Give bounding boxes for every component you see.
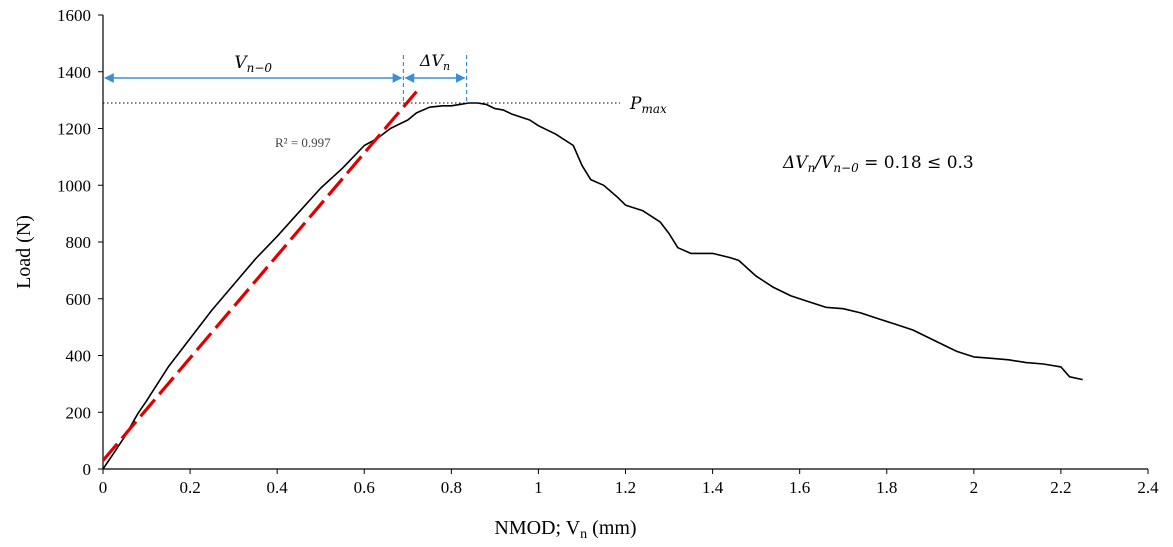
ratio-equation: ΔVn/Vn−0 = 0.18 ≤ 0.3 <box>782 153 974 175</box>
linear-fit-line <box>101 90 418 462</box>
x-tick-label: 0.2 <box>179 478 200 497</box>
y-tick-label: 400 <box>66 347 92 366</box>
x-tick-label: 1.4 <box>702 478 724 497</box>
x-tick-label: 0.8 <box>441 478 462 497</box>
x-axis-title: NMOD; Vn (mm) <box>494 517 636 542</box>
y-axis-title: Load (N) <box>13 215 35 289</box>
x-tick-label: 2 <box>970 478 979 497</box>
dvn-label: ΔVn <box>419 51 450 73</box>
y-tick-label: 200 <box>66 403 92 422</box>
x-tick-label: 0.6 <box>354 478 375 497</box>
x-tick-label: 1.6 <box>789 478 810 497</box>
r-squared-label: R² = 0.997 <box>275 135 331 150</box>
y-tick-label: 1200 <box>57 120 91 139</box>
x-tick-label: 1.2 <box>615 478 636 497</box>
x-tick-label: 0.4 <box>267 478 289 497</box>
pmax-label: Pmax <box>629 94 667 116</box>
x-tick-label: 0 <box>99 478 108 497</box>
y-tick-label: 800 <box>66 233 92 252</box>
x-tick-label: 1 <box>534 478 543 497</box>
x-tick-label: 2.2 <box>1050 478 1071 497</box>
axes: 0 0.2 0.4 0.6 0.8 1 1.2 1.4 1.6 1.8 2 2.2 2.4 0 200 400… <box>13 6 1159 542</box>
y-tick-label: 600 <box>66 290 92 309</box>
x-tick-label: 2.4 <box>1137 478 1159 497</box>
y-tick-label: 0 <box>83 460 92 479</box>
x-tick-label: 1.8 <box>876 478 897 497</box>
vn0-label: Vn−0 <box>234 53 272 75</box>
annotations: Pmax Vn−0 ΔVn R² = 0.997 ΔVn/Vn−0 = 0.18 ≤ 0… <box>103 51 974 175</box>
load-curve-line <box>102 102 1083 470</box>
y-tick-label: 1000 <box>57 176 91 195</box>
y-tick-label: 1600 <box>57 6 91 25</box>
y-tick-label: 1400 <box>57 63 91 82</box>
series-group <box>101 90 1083 470</box>
